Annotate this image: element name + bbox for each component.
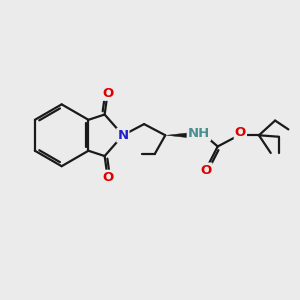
Text: O: O bbox=[102, 171, 113, 184]
Text: O: O bbox=[200, 164, 211, 176]
Text: O: O bbox=[102, 87, 113, 100]
Polygon shape bbox=[167, 133, 190, 138]
Text: O: O bbox=[235, 126, 246, 139]
Text: N: N bbox=[117, 129, 128, 142]
Text: NH: NH bbox=[188, 127, 210, 140]
